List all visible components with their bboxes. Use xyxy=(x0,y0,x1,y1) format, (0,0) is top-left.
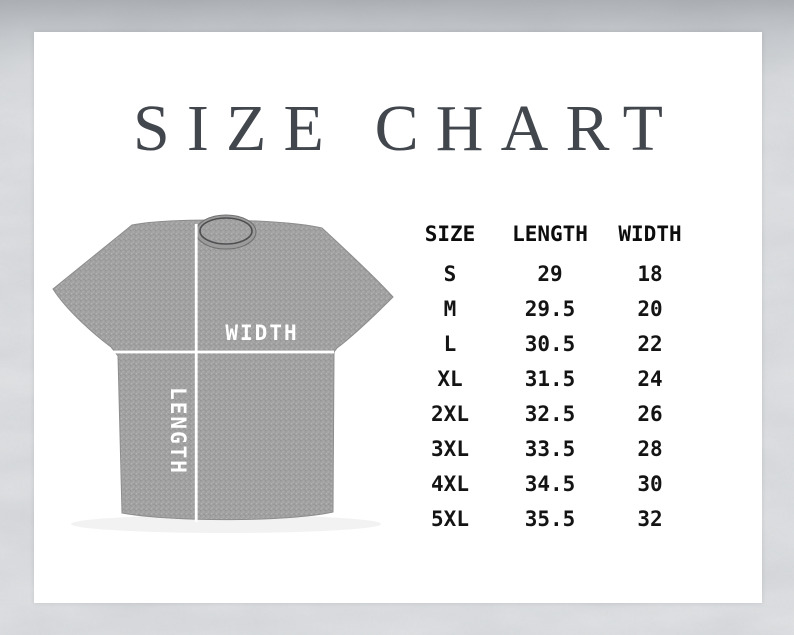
width-measure-label: WIDTH xyxy=(225,321,299,345)
cell-length: 33.5 xyxy=(524,436,576,461)
table-row-xl: XL 31.5 24 xyxy=(400,361,700,396)
shirt-body xyxy=(52,219,394,521)
cell-width: 18 xyxy=(637,261,663,286)
cell-size: 4XL xyxy=(431,471,469,496)
table-row-4xl: 4XL 34.5 30 xyxy=(400,466,700,501)
cell-size: 3XL xyxy=(431,436,469,461)
cell-length: 29.5 xyxy=(524,296,576,321)
cell-length: 29 xyxy=(537,261,563,286)
header-size: SIZE xyxy=(424,221,476,246)
table-row-2xl: 2XL 32.5 26 xyxy=(400,396,700,431)
length-guide-line xyxy=(194,224,198,522)
cell-width: 24 xyxy=(637,366,663,391)
cell-length: 34.5 xyxy=(524,471,576,496)
table-row-3xl: 3XL 33.5 28 xyxy=(400,431,700,466)
page-title: SIZE CHART xyxy=(133,92,681,165)
table-row-l: L 30.5 22 xyxy=(400,326,700,361)
cell-size: XL xyxy=(437,366,463,391)
size-table-header-row: SIZE LENGTH WIDTH xyxy=(400,216,700,251)
cell-length: 31.5 xyxy=(524,366,576,391)
width-guide-line xyxy=(57,350,334,354)
shirt-collar-opening xyxy=(199,217,253,245)
header-width: WIDTH xyxy=(618,221,682,246)
cell-size: M xyxy=(443,296,457,321)
cell-length: 30.5 xyxy=(524,331,576,356)
cell-width: 30 xyxy=(637,471,663,496)
cell-size: 2XL xyxy=(431,401,469,426)
cell-length: 35.5 xyxy=(524,506,576,531)
table-row-5xl: 5XL 35.5 32 xyxy=(400,501,700,536)
content-panel: SIZE CHART xyxy=(34,32,762,603)
tshirt-mockup: WIDTH LENGTH xyxy=(40,200,410,540)
length-measure-label: LENGTH xyxy=(166,387,190,475)
cell-width: 20 xyxy=(637,296,663,321)
tshirt-graphic xyxy=(52,214,394,533)
cell-size: S xyxy=(443,261,457,286)
cell-width: 26 xyxy=(637,401,663,426)
cell-width: 28 xyxy=(637,436,663,461)
shirt-shadow xyxy=(71,515,381,533)
cell-length: 32.5 xyxy=(524,401,576,426)
cell-width: 32 xyxy=(637,506,663,531)
cell-size: L xyxy=(443,331,457,356)
header-length: LENGTH xyxy=(512,221,588,246)
size-table: SIZE LENGTH WIDTH S 29 18 M 29.5 20 L 30… xyxy=(400,216,700,536)
table-row-s: S 29 18 xyxy=(400,256,700,291)
cell-size: 5XL xyxy=(431,506,469,531)
table-row-m: M 29.5 20 xyxy=(400,291,700,326)
cell-width: 22 xyxy=(637,331,663,356)
